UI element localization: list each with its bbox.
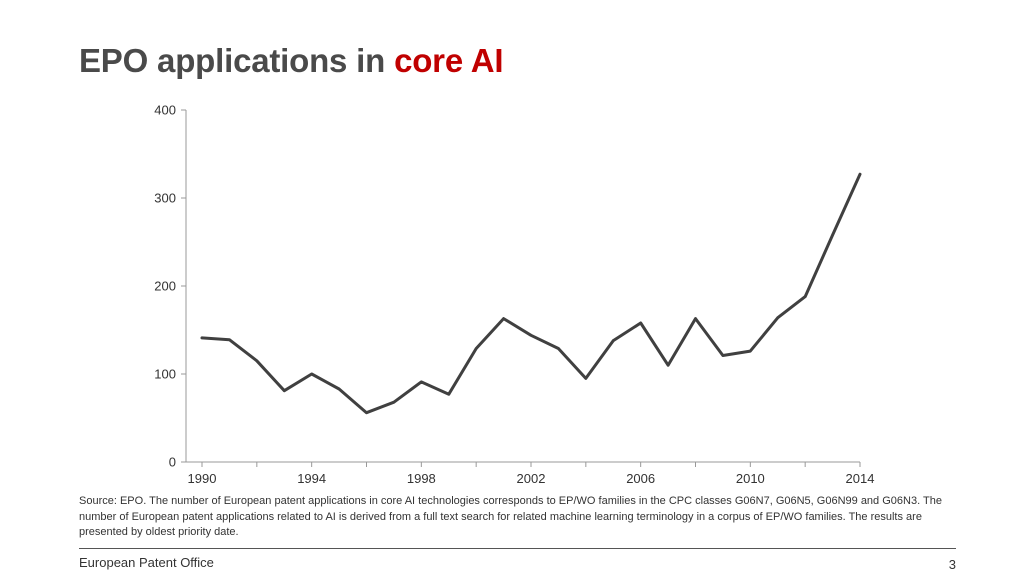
page-title: EPO applications in core AI [79,42,504,80]
y-tick-label: 300 [154,191,176,206]
data-point [584,377,588,380]
data-point [474,347,478,350]
data-point [228,338,231,341]
data-point [502,317,505,320]
data-point [337,387,341,391]
data-point [639,321,642,325]
x-tick-label: 2002 [517,471,546,486]
data-point [776,316,779,319]
data-point [392,400,396,404]
x-tick-label: 1998 [407,471,436,486]
data-point [858,173,862,176]
y-tick-label: 100 [154,367,176,382]
data-point [721,354,725,357]
y-tick-label: 0 [169,455,176,470]
title-accent: core AI [394,42,504,79]
series [200,172,862,415]
data-point [557,347,560,350]
x-axis: 1990 1994 1998 2002 2006 2010 2014 [186,461,875,486]
data-point [529,334,533,337]
y-tick-label: 400 [154,103,176,118]
data-point [283,389,286,392]
footer-organization: European Patent Office [79,555,214,570]
data-point [666,364,670,367]
title-main: EPO applications in [79,42,395,79]
data-point [694,317,697,320]
data-point [310,372,313,376]
data-point [447,393,450,396]
data-point [255,359,259,362]
footer-divider [79,548,956,549]
y-axis: 0 100 200 300 400 [154,103,187,470]
data-point [803,295,807,298]
page-number: 3 [948,557,956,572]
x-tick-label: 2014 [846,471,875,486]
x-tick-label: 2006 [626,471,655,486]
line-chart: 0 100 200 300 400 1990 1994 1998 2002 2006 2010 20… [154,103,875,487]
x-tick-label: 1994 [297,471,326,486]
data-point [365,411,368,414]
data-point [749,349,752,353]
data-point [200,336,204,340]
series-line [200,172,862,415]
x-tick-label: 1990 [188,471,217,486]
y-tick-label: 200 [154,279,176,294]
x-tick-label: 2010 [736,471,765,486]
data-point [420,380,423,384]
source-note: Source: EPO. The number of European pate… [79,495,942,538]
data-point [612,339,615,342]
data-point [831,233,834,237]
